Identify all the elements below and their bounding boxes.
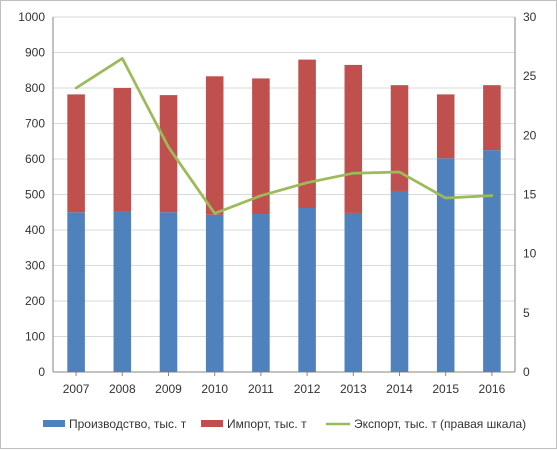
x-tick-label: 2016 — [479, 382, 506, 396]
x-tick-label: 2014 — [386, 382, 413, 396]
y-right-tick-label: 0 — [523, 365, 530, 379]
y-left-tick-label: 0 — [38, 365, 45, 379]
y-left-tick-label: 300 — [25, 259, 45, 273]
y-left-tick-label: 700 — [25, 117, 45, 131]
y-right-tick-label: 20 — [523, 128, 537, 142]
x-tick-label: 2008 — [109, 382, 136, 396]
x-tick-label: 2012 — [294, 382, 321, 396]
bar-production — [113, 211, 132, 372]
x-tick-label: 2007 — [63, 382, 90, 396]
bar-production — [205, 214, 224, 372]
bar-production — [252, 214, 270, 372]
legend-export-label: Экспорт, тыс. т (правая шкала) — [354, 417, 526, 431]
bar-production — [159, 212, 178, 372]
y-right-tick-label: 5 — [523, 306, 530, 320]
bar-import — [390, 85, 409, 191]
legend-import-label: Импорт, тыс. т — [227, 417, 307, 431]
y-right-tick-label: 30 — [523, 10, 537, 24]
y-left-tick-label: 600 — [25, 152, 45, 166]
bar-production — [390, 190, 409, 372]
legend-production-label: Производство, тыс. т — [69, 417, 187, 431]
x-tick-label: 2015 — [432, 382, 459, 396]
legend-production-swatch — [43, 420, 65, 427]
legend-import-swatch — [201, 420, 223, 427]
x-tick-label: 2011 — [248, 382, 274, 396]
x-tick-label: 2010 — [201, 382, 228, 396]
bar-import — [344, 64, 363, 213]
bar-import — [436, 94, 455, 159]
bar-import — [298, 59, 316, 208]
bar-production — [483, 150, 501, 372]
y-left-tick-label: 800 — [25, 81, 45, 95]
x-tick-label: 2009 — [155, 382, 182, 396]
y-right-tick-label: 10 — [523, 247, 537, 261]
y-right-tick-label: 15 — [523, 188, 537, 202]
y-right-tick-label: 25 — [523, 69, 537, 83]
bar-import — [113, 88, 132, 212]
bar-import — [67, 94, 85, 213]
bar-production — [344, 212, 363, 372]
line-export — [74, 57, 494, 215]
x-tick-label: 2013 — [340, 382, 367, 396]
bar-import — [159, 95, 178, 213]
bar-import — [252, 78, 270, 215]
y-left-tick-label: 200 — [25, 294, 45, 308]
bar-production — [67, 212, 85, 372]
y-left-tick-label: 500 — [25, 188, 45, 202]
y-left-tick-label: 100 — [25, 330, 45, 344]
y-left-tick-label: 900 — [25, 46, 45, 60]
bar-import — [205, 76, 224, 215]
bar-production — [298, 207, 316, 372]
bar-import — [483, 85, 501, 151]
y-left-tick-label: 400 — [25, 223, 45, 237]
bar-production — [436, 158, 455, 372]
y-left-tick-label: 1000 — [18, 10, 45, 24]
